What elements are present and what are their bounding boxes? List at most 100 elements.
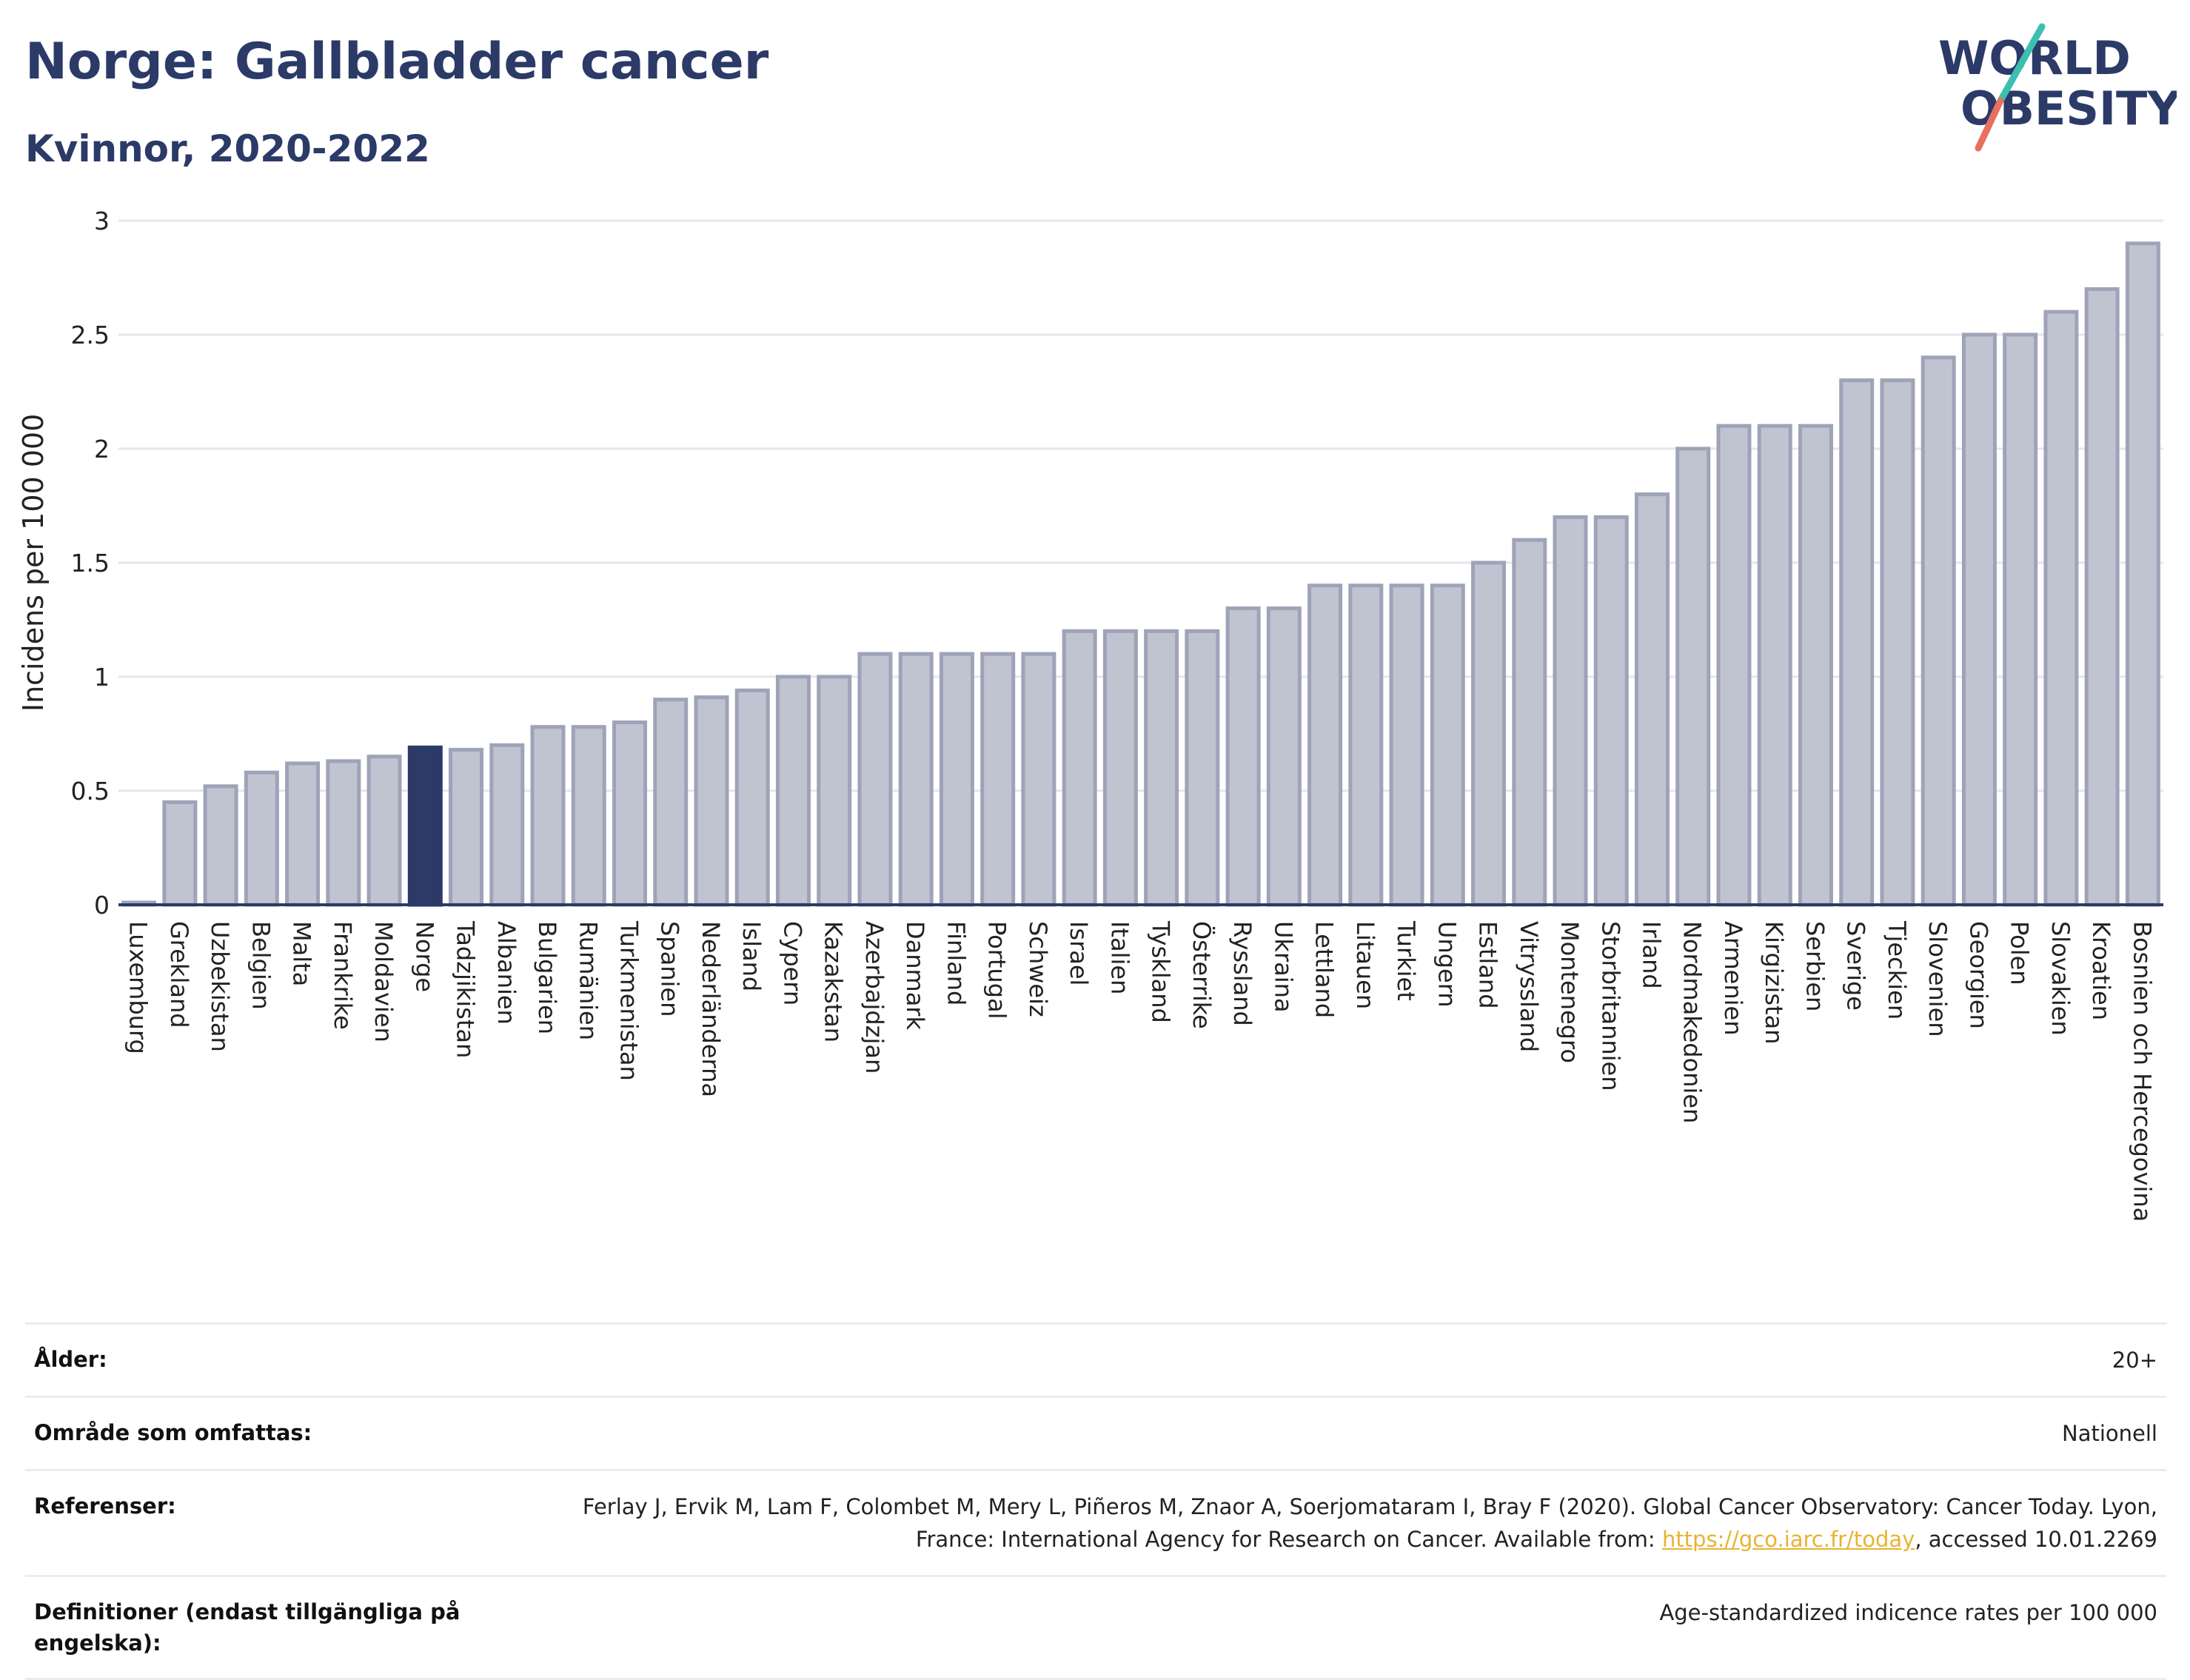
bar-serbien [1798, 424, 1833, 907]
meta-definitions-value: Age-standardized indicence rates per 100… [1659, 1600, 2157, 1625]
x-tick-label: Belgien [247, 921, 275, 1010]
x-tick-label: Polen [2006, 921, 2034, 985]
bar-storbritannien [1593, 515, 1629, 907]
bar-österrike [1185, 629, 1220, 907]
bar-finland [939, 652, 974, 907]
y-tick-label: 0 [94, 891, 110, 920]
x-tick-label: Danmark [901, 921, 929, 1030]
bar-kroatien [2084, 287, 2120, 907]
logo-slash-teal-icon [1997, 23, 2046, 104]
x-tick-label: Litauen [1351, 921, 1379, 1009]
references-link[interactable]: https://gco.iarc.fr/today [1661, 1527, 1915, 1552]
x-tick-label: Israel [1065, 921, 1093, 985]
bar-rumänien [571, 725, 606, 907]
bar-irland [1635, 492, 1670, 907]
bar-tjeckien [1880, 378, 1915, 907]
bar-montenegro [1553, 515, 1588, 907]
x-tick-label: Island [737, 921, 766, 991]
bar-italien [1102, 629, 1138, 907]
bars [121, 241, 2160, 907]
x-tick-label: Turkmenistan [615, 920, 643, 1081]
x-tick-label: Kazakstan [820, 921, 848, 1043]
bar-lettland [1307, 583, 1343, 907]
x-tick-label: Slovakien [2046, 921, 2075, 1036]
y-tick-label: 1 [94, 663, 110, 692]
x-tick-label: Lettland [1310, 921, 1339, 1018]
x-tick-label: Tyskland [1147, 920, 1175, 1023]
meta-definitions-label: Definitioner (endast tillgängliga på eng… [34, 1599, 461, 1656]
bar-turkiet [1389, 583, 1424, 907]
x-tick-label: Spanien [656, 921, 684, 1017]
x-tick-label: Finland [942, 921, 970, 1005]
x-tick-label: Albanien [492, 921, 520, 1025]
x-tick-label: Slovenien [1923, 921, 1952, 1037]
x-tick-label: Luxemburg [124, 921, 153, 1054]
x-tick-label: Moldavien [369, 921, 398, 1043]
bar-spanien [653, 697, 689, 907]
bar-cypern [775, 675, 811, 907]
x-tick-label: Portugal [983, 921, 1011, 1020]
bar-slovenien [1921, 355, 1956, 907]
bar-schweiz [1021, 652, 1057, 907]
bar-grekland [162, 800, 198, 907]
page-subtitle: Kvinnor, 2020-2022 [25, 127, 430, 170]
bar-israel [1062, 629, 1097, 907]
x-tick-label: Georgien [1964, 921, 1992, 1029]
page-title: Norge: Gallbladder cancer [25, 33, 769, 91]
x-tick-label: Nederländerna [697, 921, 725, 1097]
x-tick-label: Bosnien och Hercegovina [2128, 921, 2156, 1222]
bar-moldavien [366, 754, 402, 907]
x-tick-label: Ryssland [1228, 921, 1256, 1026]
bar-bulgarien [530, 725, 566, 907]
bar-ungern [1430, 583, 1465, 907]
metadata-table: Ålder: 20+ Område som omfattas: Nationel… [25, 1322, 2166, 1680]
meta-row-definitions: Definitioner (endast tillgängliga på eng… [25, 1575, 2166, 1680]
bar-tyskland [1144, 629, 1179, 907]
meta-area-value: Nationell [2062, 1421, 2157, 1446]
y-tick-label: 1.5 [71, 549, 110, 578]
x-tick-label: Italien [1105, 921, 1133, 994]
bar-vitryssland [1512, 538, 1547, 907]
bar-polen [2003, 332, 2038, 907]
y-tick-label: 3 [94, 207, 110, 235]
bar-kazakstan [817, 675, 852, 907]
bar-turkmenistan [612, 720, 647, 907]
x-tick-label: Uzbekistan [206, 921, 234, 1052]
x-tick-label: Estland [1474, 921, 1502, 1009]
bar-litauen [1348, 583, 1384, 907]
meta-references-value: Ferlay J, Ervik M, Lam F, Colombet M, Me… [566, 1490, 2157, 1556]
x-tick-label: Malta [288, 921, 316, 986]
world-obesity-logo: WORLD OBESITY [1938, 23, 2177, 152]
bar-armenien [1716, 424, 1752, 907]
x-tick-label: Azerbajdzjan [860, 921, 888, 1074]
bar-ukraina [1266, 606, 1302, 907]
meta-area-label: Område som omfattas: [34, 1420, 312, 1445]
meta-row-area: Område som omfattas: Nationell [25, 1396, 2166, 1469]
x-tick-label: Ungern [1433, 921, 1461, 1008]
meta-row-references: Referenser: Ferlay J, Ervik M, Lam F, Co… [25, 1469, 2166, 1575]
bar-azerbajdzjan [857, 652, 893, 907]
x-tick-label: Kroatien [2087, 921, 2115, 1020]
logo-slash-coral-icon [1975, 97, 2004, 152]
bar-malta [285, 761, 321, 907]
x-tick-label: Serbien [1801, 921, 1829, 1011]
bar-sverige [1839, 378, 1875, 907]
bar-kirgizistan [1757, 424, 1792, 907]
x-axis-labels: Luxemburg Grekland Uzbekistan Belgien Malta F… [124, 920, 2157, 1222]
x-tick-label: Tjeckien [1883, 920, 1911, 1020]
x-tick-label: Bulgarien [533, 921, 561, 1034]
x-tick-label: Schweiz [1024, 921, 1052, 1017]
x-tick-label: Frankrike [329, 921, 357, 1030]
bar-estland [1471, 560, 1507, 907]
bar-georgien [1961, 332, 1997, 907]
bar-bosnien-och-hercegovina [2125, 241, 2160, 907]
bar-belgien [244, 770, 279, 907]
bar-portugal [980, 652, 1016, 907]
y-axis-ticks: 0 0.5 1 1.5 2 2.5 3 [71, 207, 110, 920]
x-tick-label: Nordmakedonien [1678, 921, 1707, 1123]
y-axis-label: Incidens per 100 000 [17, 414, 50, 712]
references-text: Ferlay J, Ervik M, Lam F, Colombet M, Me… [582, 1494, 2157, 1552]
bar-nordmakedonien [1675, 446, 1711, 907]
bar-island [734, 688, 770, 907]
x-tick-label: Rumänien [574, 921, 602, 1040]
